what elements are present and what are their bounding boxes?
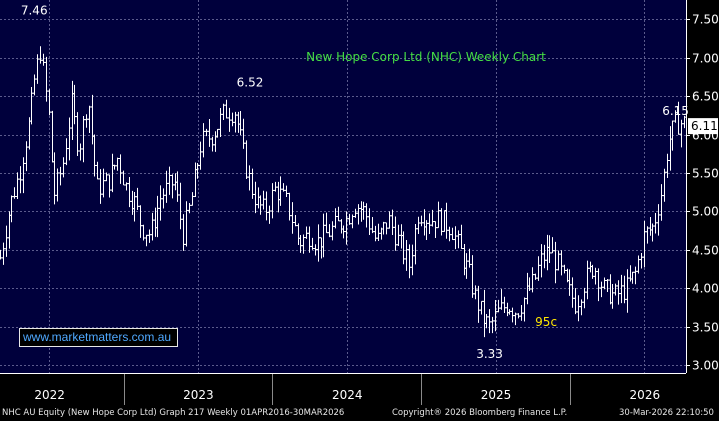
y-tick-label: 5.00 (692, 205, 719, 219)
footer-copyright: Copyright® 2026 Bloomberg Finance L.P. (392, 408, 568, 418)
y-tick-label: 3.00 (692, 359, 719, 373)
annotation-label: 95c (535, 315, 557, 329)
watermark-url[interactable]: www.marketmatters.com.au (19, 328, 178, 347)
plot-background (0, 0, 686, 373)
last-price-tag: 6.11 (688, 118, 718, 135)
y-tick-label: 7.00 (692, 52, 719, 66)
footer-timestamp: 30-Mar-2026 22:10:50 (619, 408, 714, 418)
last-price-label: 6.11 (691, 119, 718, 133)
y-tick-label: 3.50 (692, 321, 719, 335)
y-tick-label: 4.50 (692, 244, 719, 258)
footer-bar: NHC AU Equity (New Hope Corp Ltd) Graph … (0, 405, 719, 421)
annotation-label: 3.33 (476, 347, 503, 361)
footer-security: NHC AU Equity (New Hope Corp Ltd) Graph … (2, 408, 345, 418)
chart-title: New Hope Corp Ltd (NHC) Weekly Chart (306, 50, 546, 64)
y-tick-label: 6.50 (692, 90, 719, 104)
x-tick-label: 2022 (34, 388, 65, 402)
annotation-label: 6.15 (662, 104, 689, 118)
x-tick-label: 2024 (332, 388, 363, 402)
y-tick-label: 5.50 (692, 167, 719, 181)
x-tick-label: 2023 (183, 388, 214, 402)
annotation-label: 6.52 (237, 76, 264, 90)
price-bars (0, 46, 687, 338)
y-tick-label: 7.50 (692, 13, 719, 27)
annotations: 7.46 6.52 3.33 95c 6.15 (21, 3, 689, 361)
x-tick-label: 2025 (481, 388, 512, 402)
last-price-box (688, 118, 718, 135)
ohlc-chart: 3.003.504.004.505.005.506.006.507.007.50… (0, 0, 719, 405)
annotation-label: 7.46 (21, 3, 48, 17)
y-tick-label: 4.00 (692, 282, 719, 296)
x-tick-label: 2026 (630, 388, 661, 402)
